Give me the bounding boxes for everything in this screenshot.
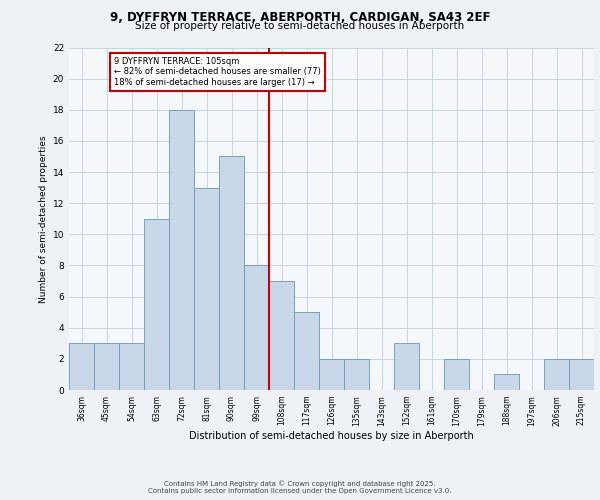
Bar [294,312,319,390]
Bar [444,359,469,390]
Bar [544,359,569,390]
Text: Contains HM Land Registry data © Crown copyright and database right 2025.
Contai: Contains HM Land Registry data © Crown c… [148,480,452,494]
Bar [269,281,294,390]
Bar [119,344,144,390]
Bar [394,344,419,390]
Bar [569,359,594,390]
Bar [69,344,94,390]
Bar [194,188,219,390]
Text: Size of property relative to semi-detached houses in Aberporth: Size of property relative to semi-detach… [136,21,464,31]
Bar [344,359,369,390]
Text: 9, DYFFRYN TERRACE, ABERPORTH, CARDIGAN, SA43 2EF: 9, DYFFRYN TERRACE, ABERPORTH, CARDIGAN,… [110,11,490,24]
Bar [144,219,169,390]
Bar [494,374,519,390]
Bar [319,359,344,390]
Bar [94,344,119,390]
Text: 9 DYFFRYN TERRACE: 105sqm
← 82% of semi-detached houses are smaller (77)
18% of : 9 DYFFRYN TERRACE: 105sqm ← 82% of semi-… [114,57,321,86]
Y-axis label: Number of semi-detached properties: Number of semi-detached properties [40,135,49,302]
Bar [244,266,269,390]
Bar [219,156,244,390]
Bar [169,110,194,390]
X-axis label: Distribution of semi-detached houses by size in Aberporth: Distribution of semi-detached houses by … [189,431,474,441]
